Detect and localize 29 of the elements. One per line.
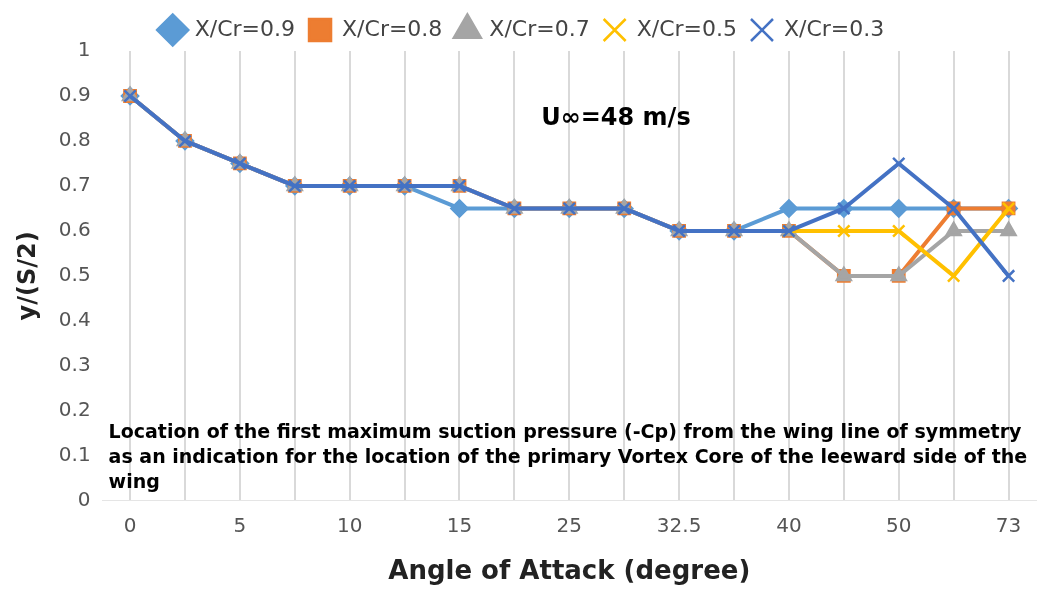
x-axis-title: Angle of Attack (degree) <box>388 555 751 586</box>
y-tick-label: 1 <box>77 37 91 62</box>
legend-label: X/Cr=0.9 <box>194 15 296 41</box>
legend-label: X/Cr=0.5 <box>636 15 737 41</box>
x-tick-label: 15 <box>446 513 473 537</box>
y-tick-label: 0.8 <box>58 127 91 152</box>
x-tick-label: 0 <box>123 513 137 537</box>
y-tick-label: 0.1 <box>58 442 91 467</box>
x-tick-label: 32.5 <box>656 513 702 537</box>
x-tick-label: 73 <box>995 513 1022 537</box>
x-tick-label: 40 <box>776 513 802 537</box>
y-axis-title: y/(S/2) <box>12 231 41 321</box>
x-tick-label: 25 <box>556 513 583 537</box>
y-tick-label: 0 <box>77 487 91 511</box>
x-tick-label: 5 <box>233 513 247 537</box>
x-tick-label: 10 <box>336 513 363 537</box>
x-tick-label: 50 <box>886 513 912 537</box>
y-tick-label: 0.4 <box>58 307 91 332</box>
y-tick-label: 0.2 <box>58 397 91 422</box>
y-tick-label: 0.6 <box>58 217 91 242</box>
legend-label: X/Cr=0.7 <box>489 15 590 41</box>
y-tick-label: 0.9 <box>58 82 91 107</box>
legend-label: X/Cr=0.8 <box>342 15 443 41</box>
y-tick-label: 0.3 <box>58 352 91 377</box>
legend-label: X/Cr=0.3 <box>783 15 885 41</box>
y-tick-label: 0.7 <box>58 172 91 197</box>
y-tick-label: 0.5 <box>58 262 91 287</box>
annotation: U∞=48 m/s <box>541 102 691 131</box>
annotation: Location of the first maximum suction pressure (-Cp) from the wing line of symmetry as an indication for the location of the primary Vortex Core of the leeward side of the wing <box>108 419 1028 492</box>
